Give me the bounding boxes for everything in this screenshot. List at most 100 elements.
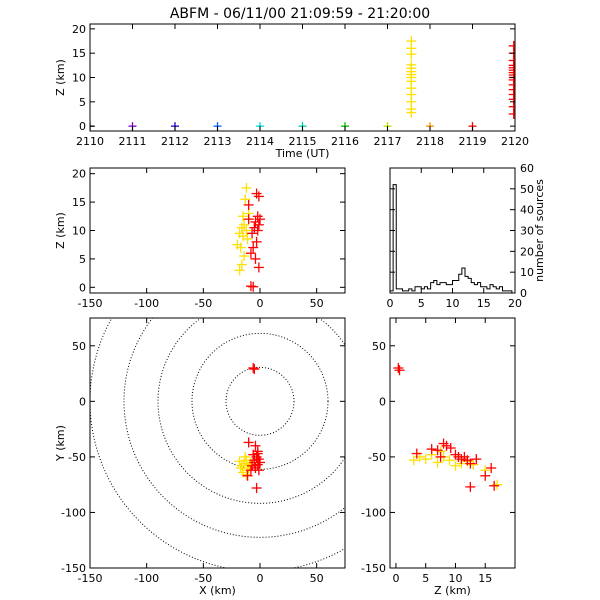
- panel-time-height: 2110 2111 2112 2113 2114 2115 2116 2117 2118 2119…: [54, 23, 529, 160]
- x-tick-label: -100: [134, 572, 159, 585]
- histogram-bar: [499, 287, 502, 293]
- data-point: [426, 444, 437, 455]
- data-point: [255, 214, 265, 225]
- data-point: [251, 188, 262, 199]
- x-tick-label: -150: [78, 572, 103, 585]
- y-tick-label: 10: [520, 266, 534, 279]
- data-point: [242, 234, 253, 245]
- histogram-bar: [434, 281, 437, 294]
- panel-x-y: -150 -100 -50 0 50 -150 -100 -50 0 50 X (km) Y (km): [54, 317, 346, 597]
- data-point: [489, 480, 500, 491]
- y-tick-label: 60: [520, 162, 534, 175]
- x-tick-label: 2114: [246, 135, 274, 148]
- x-tick-label: 2110: [76, 135, 104, 148]
- y-tick-label: 15: [72, 196, 86, 209]
- y-tick-label: 0: [79, 120, 86, 133]
- y-tick-label: 5: [79, 96, 86, 109]
- data-point: [432, 445, 443, 456]
- y-tick-label: -150: [361, 562, 386, 575]
- data-point: [234, 456, 245, 467]
- y-axis-label: Z (km): [54, 212, 67, 249]
- data-point: [465, 458, 476, 469]
- data-point: [441, 440, 452, 451]
- data-point: [471, 454, 482, 465]
- data-point: [408, 455, 419, 466]
- y-axis-label: number of sources: [533, 179, 546, 282]
- x-tick-label: 2118: [416, 135, 444, 148]
- data-point: [236, 259, 247, 270]
- figure-title: ABFM - 06/11/00 21:09:59 - 21:20:00: [170, 6, 430, 22]
- data-point: [252, 211, 263, 222]
- y-tick-label: -150: [61, 562, 86, 575]
- x-tick-label: 0: [257, 572, 264, 585]
- histogram-bar: [459, 274, 462, 293]
- y-axis-label: Z (km): [54, 59, 67, 96]
- histogram-bar: [399, 289, 402, 293]
- data-point: [480, 470, 491, 481]
- range-ring: [225, 366, 295, 436]
- x-tick-label: 2111: [119, 135, 147, 148]
- panel-x-z: -150 -100 -50 0 50 0 5 10 15 20 Z (km): [54, 167, 346, 310]
- data-point: [240, 194, 251, 205]
- histogram-bar: [415, 287, 418, 293]
- data-point: [248, 281, 259, 292]
- x-tick-label: 10: [446, 297, 460, 310]
- y-tick-label: 5: [79, 253, 86, 266]
- data-point: [420, 454, 431, 465]
- histogram-bar: [431, 283, 434, 293]
- data-point: [241, 182, 252, 193]
- x-tick-label: 0: [387, 297, 394, 310]
- x-tick-label: 2113: [204, 135, 232, 148]
- data-point: [236, 222, 247, 233]
- x-tick-label: 10: [448, 572, 462, 585]
- data-point: [243, 437, 254, 448]
- y-tick-label: 50: [520, 183, 534, 196]
- x-y-data: [90, 318, 345, 568]
- x-tick-label: 15: [478, 572, 492, 585]
- x-axis-label: X (km): [199, 584, 236, 597]
- data-point: [251, 483, 262, 493]
- data-point: [486, 463, 497, 473]
- histogram-frame: [389, 167, 516, 294]
- y-tick-label: 15: [72, 47, 86, 60]
- x-z-data: [232, 182, 265, 292]
- histogram-bar: [493, 287, 496, 293]
- histogram-bar: [487, 289, 490, 293]
- data-point: [250, 253, 261, 264]
- data-point: [241, 469, 252, 480]
- y-tick-label: 50: [372, 340, 386, 353]
- histogram-bar: [471, 283, 474, 293]
- data-point: [252, 225, 263, 236]
- data-point: [432, 457, 443, 468]
- data-point: [444, 455, 455, 466]
- x-tick-label: 2117: [374, 135, 402, 148]
- x-tick-label: 5: [418, 297, 425, 310]
- data-point: [238, 211, 248, 222]
- z-y-data: [393, 363, 503, 492]
- data-point: [252, 448, 263, 459]
- data-point: [234, 265, 245, 276]
- y-tick-label: 0: [79, 281, 86, 294]
- data-point: [435, 451, 446, 462]
- data-point: [242, 470, 253, 481]
- histogram-bar: [446, 285, 449, 293]
- y-tick-label: 0: [79, 395, 86, 408]
- y-tick-label: 10: [72, 225, 86, 238]
- data-point: [241, 225, 252, 236]
- time-height-data: [90, 36, 515, 131]
- data-point: [406, 107, 417, 118]
- x-tick-label: 2116: [331, 135, 359, 148]
- y-tick-label: -100: [361, 506, 386, 519]
- histogram-bar: [428, 289, 431, 293]
- data-point: [248, 242, 259, 253]
- range-ring: [123, 318, 345, 538]
- data-point: [245, 465, 256, 476]
- data-point: [249, 455, 260, 466]
- x-tick-label: -150: [78, 297, 103, 310]
- range-ring: [191, 332, 329, 470]
- x-tick-label: 2112: [161, 135, 189, 148]
- y-tick-label: 0: [520, 287, 527, 300]
- y-axis-label: Y (km): [54, 425, 67, 462]
- histogram-bar: [474, 285, 477, 293]
